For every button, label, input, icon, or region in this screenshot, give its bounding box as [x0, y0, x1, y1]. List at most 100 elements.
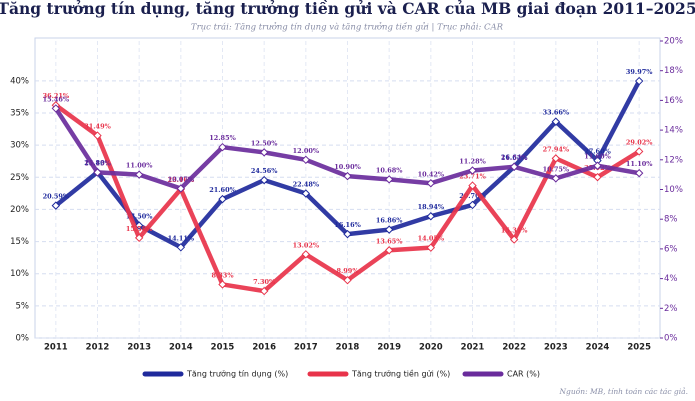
value-label: 14.11% — [168, 234, 195, 242]
y2-tick-label: 8% — [664, 215, 678, 225]
value-label: 10.07% — [168, 175, 195, 183]
value-label: 11.60% — [584, 153, 611, 161]
marker — [384, 246, 394, 255]
value-label: 15.58% — [126, 225, 153, 233]
marker — [634, 76, 644, 86]
value-label: 20.70% — [459, 192, 486, 200]
value-label: 7.30% — [253, 278, 276, 286]
value-label: 11.28% — [459, 157, 486, 165]
marker — [259, 286, 269, 296]
marker — [134, 233, 144, 243]
value-label: 27.94% — [543, 145, 570, 153]
marker — [426, 243, 436, 252]
marker — [301, 189, 311, 198]
chart-subtitle: Trục trái: Tăng trưởng tín dụng và tăng … — [191, 22, 504, 33]
marker — [93, 131, 102, 140]
value-label: 27.60% — [584, 148, 611, 156]
marker — [93, 168, 102, 177]
value-label: 8.33% — [211, 271, 234, 279]
x-tick-label: 2020 — [419, 343, 443, 353]
x-tick-label: 2022 — [502, 343, 526, 353]
value-label: 11.00% — [126, 162, 153, 170]
value-label: 17.50% — [126, 213, 153, 221]
marker — [218, 194, 227, 204]
x-tick-label: 2019 — [377, 343, 401, 353]
value-label: 24.56% — [251, 167, 278, 175]
legend-label: Tăng trưởng tiền gửi (%) — [351, 369, 450, 379]
marker — [551, 174, 561, 183]
legend-label: Tăng trưởng tín dụng (%) — [186, 369, 288, 380]
y-tick-label: 0% — [16, 334, 30, 344]
marker — [259, 148, 269, 157]
marker — [634, 168, 644, 178]
value-label: 12.00% — [293, 147, 320, 155]
marker — [468, 200, 477, 210]
marker — [51, 201, 61, 210]
y-tick-label: 20% — [10, 205, 29, 215]
legend-label: CAR (%) — [507, 370, 540, 379]
marker — [343, 229, 352, 239]
marker — [259, 175, 269, 185]
x-tick-label: 2015 — [211, 343, 235, 353]
marker — [51, 104, 61, 113]
x-tick-label: 2018 — [336, 343, 360, 353]
y2-tick-label: 12% — [664, 155, 683, 165]
x-tick-label: 2011 — [44, 343, 68, 353]
x-tick-label: 2014 — [169, 343, 193, 353]
value-label: 10.75% — [543, 165, 570, 173]
value-label: 22.48% — [293, 180, 320, 188]
y-tick-label: 30% — [10, 141, 29, 151]
value-label: 36.21% — [43, 92, 70, 100]
marker — [468, 181, 477, 190]
marker — [551, 154, 561, 163]
marker — [468, 166, 477, 175]
y2-tick-label: 4% — [664, 274, 678, 284]
marker — [218, 142, 227, 152]
value-label: 18.94% — [418, 203, 445, 211]
x-tick-label: 2023 — [544, 343, 568, 353]
marker — [593, 172, 602, 182]
y2-tick-label: 20% — [664, 37, 683, 47]
y-tick-label: 10% — [10, 269, 29, 279]
value-label: 15.31% — [501, 227, 528, 235]
marker — [551, 117, 561, 126]
value-label: 23.71% — [459, 173, 486, 181]
marker — [134, 170, 144, 179]
value-label: 23.16% — [168, 176, 195, 184]
marker — [634, 147, 644, 156]
value-label: 8.99% — [336, 267, 359, 275]
value-label: 13.02% — [293, 241, 320, 249]
y2-tick-label: 14% — [664, 126, 683, 136]
marker — [301, 250, 311, 259]
y2-tick-label: 16% — [664, 96, 683, 106]
y2-tick-label: 2% — [664, 304, 678, 314]
x-tick-label: 2017 — [294, 343, 318, 353]
value-label: 11.15% — [84, 159, 111, 167]
x-tick-label: 2012 — [86, 343, 110, 353]
marker — [176, 184, 186, 193]
y-tick-label: 5% — [16, 301, 30, 311]
value-label: 11.53% — [501, 154, 528, 162]
value-label: 14.05% — [418, 235, 445, 243]
value-label: 33.66% — [543, 109, 570, 117]
marker — [509, 162, 519, 171]
value-label: 10.90% — [334, 163, 361, 171]
value-label: 16.16% — [334, 221, 361, 229]
marker — [426, 179, 436, 188]
marker — [134, 221, 144, 230]
marker — [301, 155, 311, 165]
marker — [343, 171, 352, 181]
value-label: 15.46% — [43, 95, 70, 103]
marker — [384, 225, 394, 234]
y-tick-label: 35% — [10, 109, 29, 119]
x-tick-label: 2025 — [627, 343, 651, 353]
y-tick-label: 25% — [10, 173, 29, 183]
value-label: 10.42% — [418, 170, 445, 178]
value-label: 12.50% — [251, 139, 278, 147]
marker — [218, 280, 227, 289]
x-tick-label: 2016 — [252, 343, 276, 353]
x-tick-label: 2024 — [586, 343, 610, 353]
value-label: 29.02% — [626, 138, 653, 146]
y2-tick-label: 0% — [664, 334, 678, 344]
